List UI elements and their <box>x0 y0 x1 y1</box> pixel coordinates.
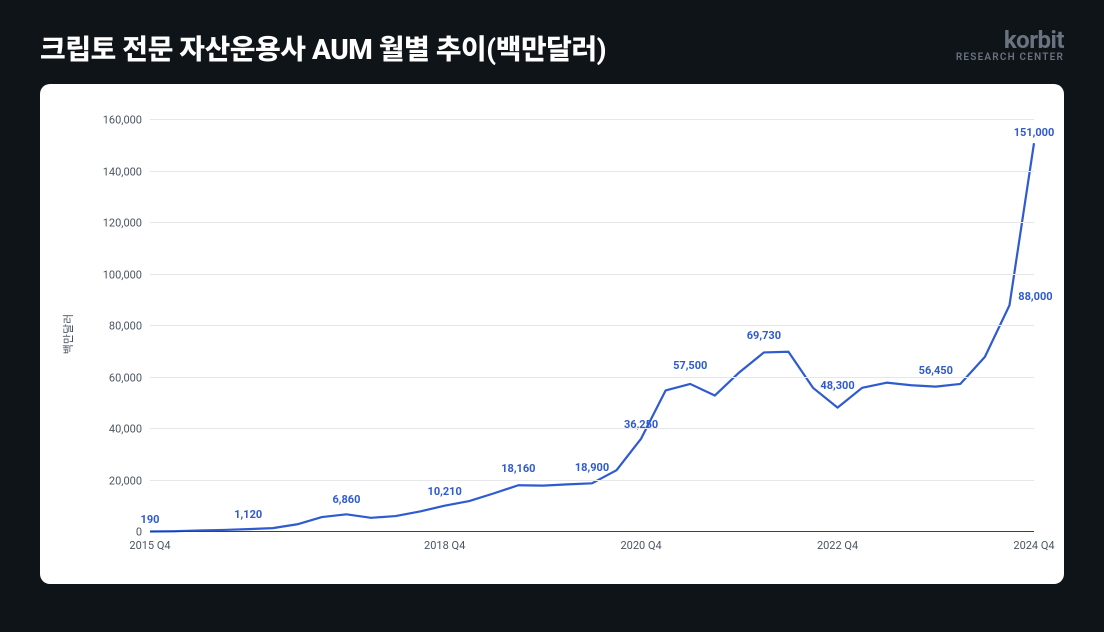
y-tick-label: 120,000 <box>86 217 142 230</box>
grid-line <box>150 171 1034 172</box>
data-point-label: 48,300 <box>820 379 854 392</box>
y-tick-label: 0 <box>86 526 142 539</box>
x-axis-line <box>150 531 1034 532</box>
data-point-label: 18,160 <box>501 462 535 475</box>
data-point-label: 88,000 <box>1018 290 1052 303</box>
data-point-label: 1,120 <box>234 508 262 521</box>
data-point-label: 6,860 <box>332 493 360 506</box>
y-tick-label: 160,000 <box>86 114 142 127</box>
x-tick-label: 2024 Q4 <box>1013 539 1054 552</box>
data-point-label: 18,900 <box>575 461 609 474</box>
data-point-label: 151,000 <box>1014 126 1055 139</box>
data-point-label: 56,450 <box>919 364 953 377</box>
data-point-label: 57,500 <box>673 359 707 372</box>
y-axis: 020,00040,00060,00080,000100,000120,0001… <box>90 120 146 532</box>
grid-line <box>150 377 1034 378</box>
grid-line <box>150 119 1034 120</box>
plot-area: 1901,1206,86010,21018,16018,90036,25057,… <box>150 120 1034 532</box>
y-tick-label: 60,000 <box>86 371 142 384</box>
grid-line <box>150 428 1034 429</box>
chart-title: 크립토 전문 자산운용사 AUM 월별 추이(백만달러) <box>40 28 606 68</box>
y-tick-label: 80,000 <box>86 320 142 333</box>
grid-line <box>150 325 1034 326</box>
y-tick-label: 20,000 <box>86 474 142 487</box>
x-tick-label: 2018 Q4 <box>424 539 465 552</box>
y-tick-label: 100,000 <box>86 268 142 281</box>
header: 크립토 전문 자산운용사 AUM 월별 추이(백만달러) korbit RESE… <box>0 0 1104 84</box>
brand-block: korbit RESEARCH CENTER <box>956 28 1064 63</box>
grid-line <box>150 274 1034 275</box>
brand-name: korbit <box>956 28 1064 52</box>
x-tick-label: 2020 Q4 <box>621 539 662 552</box>
y-tick-label: 140,000 <box>86 165 142 178</box>
data-point-label: 10,210 <box>428 485 462 498</box>
grid-line <box>150 222 1034 223</box>
x-tick-label: 2015 Q4 <box>129 539 170 552</box>
x-tick-label: 2022 Q4 <box>817 539 858 552</box>
y-axis-label: 백만달러 <box>60 314 76 354</box>
grid-line <box>150 480 1034 481</box>
brand-subtitle: RESEARCH CENTER <box>956 52 1064 63</box>
chart-card: 백만달러 020,00040,00060,00080,000100,000120… <box>40 84 1064 584</box>
data-point-label: 190 <box>141 513 160 526</box>
data-point-label: 69,730 <box>747 329 781 342</box>
y-tick-label: 40,000 <box>86 423 142 436</box>
